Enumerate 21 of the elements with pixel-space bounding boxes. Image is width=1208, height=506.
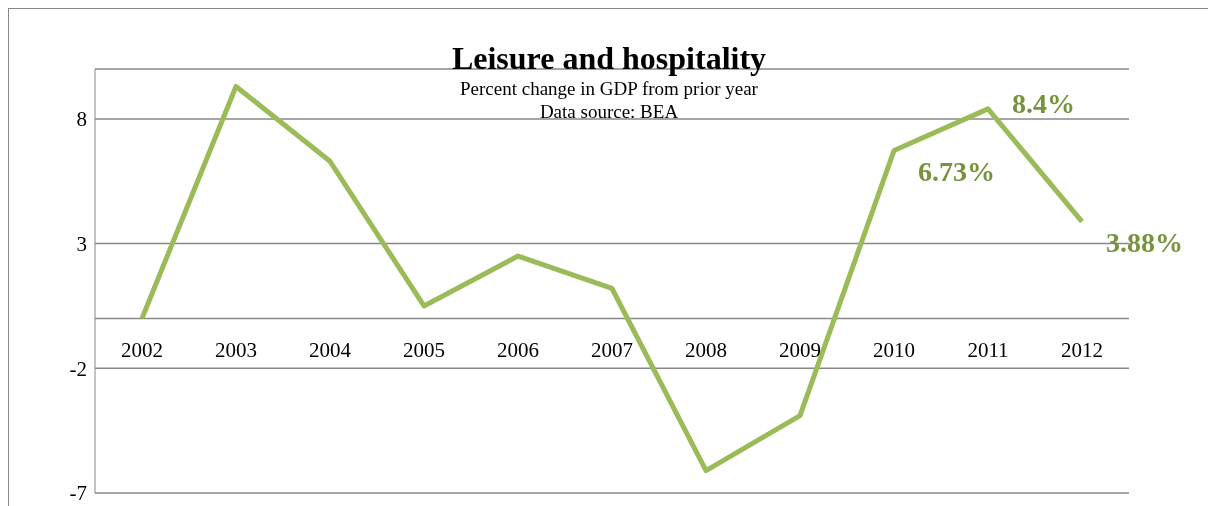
x-tick-label: 2011 (967, 338, 1009, 363)
data-label: 3.88% (1106, 226, 1183, 258)
y-tick-label: 8 (76, 107, 87, 132)
x-tick-label: 2010 (873, 338, 915, 363)
x-tick-label: 2007 (591, 338, 633, 363)
chart-title: Leisure and hospitality (450, 39, 768, 77)
x-tick-label: 2005 (403, 338, 445, 363)
x-tick-label: 2009 (779, 338, 821, 363)
x-tick-label: 2004 (309, 338, 352, 363)
y-tick-label: -7 (69, 481, 87, 506)
y-tick-label: 3 (76, 232, 87, 257)
x-tick-label: 2008 (685, 338, 727, 363)
annotation: Data source: BEA (539, 101, 679, 122)
data-label: 8.4% (1012, 87, 1075, 119)
text: Percent change in GDP from prior year (460, 78, 758, 99)
x-tick-label: 2006 (497, 338, 539, 363)
x-tick-label: 2012 (1061, 338, 1103, 363)
y-tick-label: -2 (69, 356, 87, 381)
x-tick-label: 2003 (215, 338, 257, 363)
x-tick-label: 2002 (121, 338, 163, 363)
data-label: 6.73% (918, 155, 995, 187)
